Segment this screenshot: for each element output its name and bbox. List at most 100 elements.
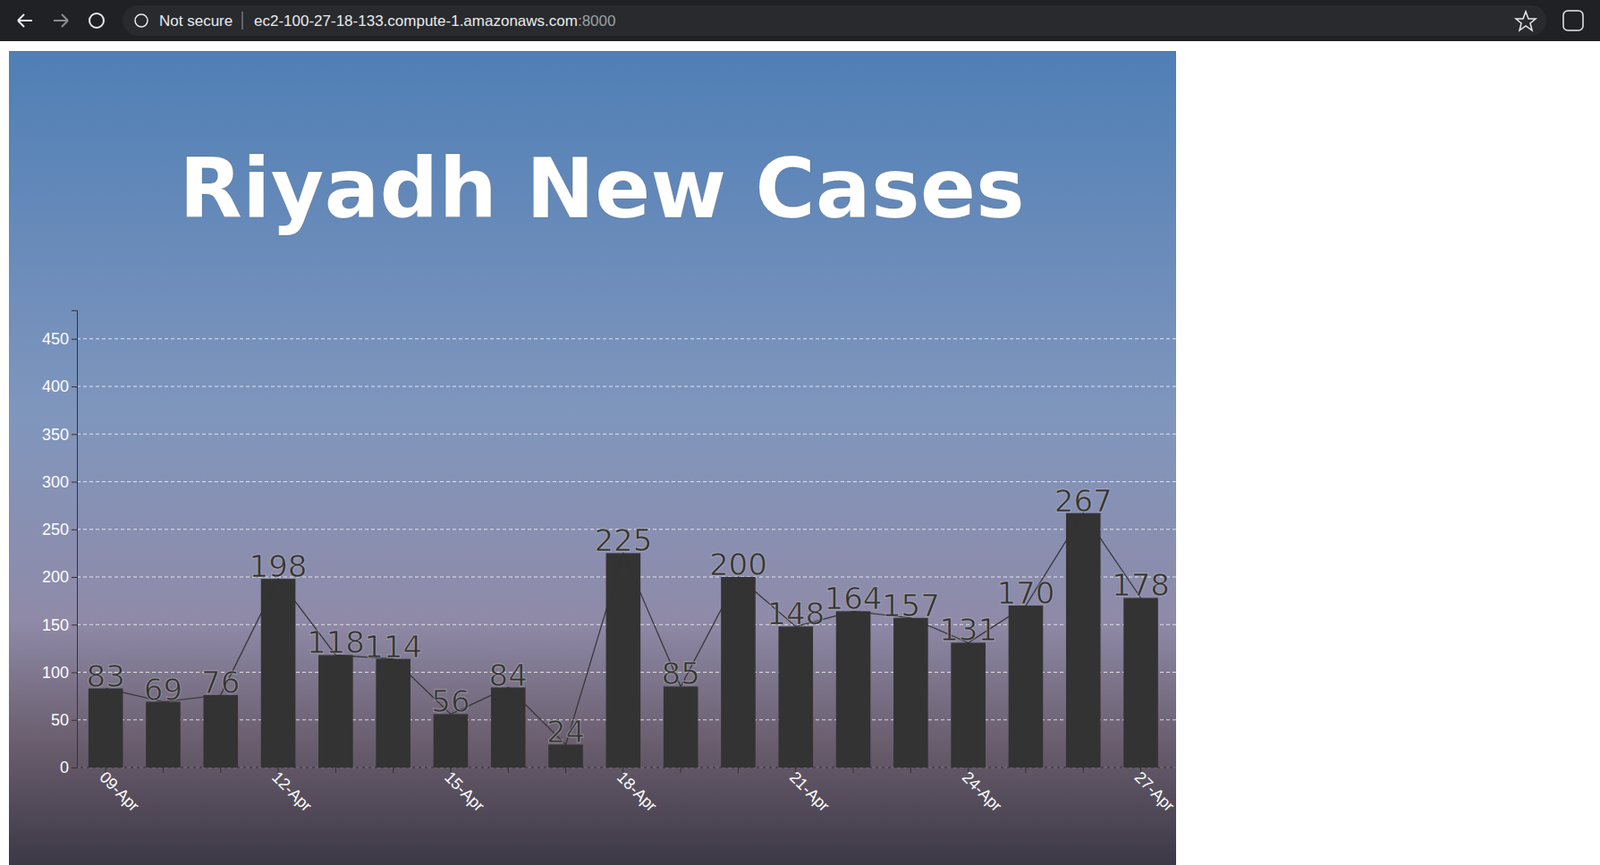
data-labels: 8369761981181145684242258520014816415713… <box>86 482 1170 751</box>
y-tick-mark <box>71 624 77 626</box>
y-tick-label: 400 <box>42 377 69 396</box>
x-axis: 09-Apr 12-Apr 15-Apr 18-Apr 21-Apr 24-Apr 27-A… <box>76 767 1178 815</box>
y-tick: 150 <box>42 616 77 635</box>
data-label: 170 <box>996 575 1055 611</box>
chart-title: Riyadh New Cases <box>178 141 1025 238</box>
x-tick: 21-Apr <box>786 767 833 815</box>
y-tick-mark <box>71 529 77 531</box>
x-tick-label: 24-Apr <box>958 768 1006 815</box>
x-tick <box>162 767 164 773</box>
data-label: 157 <box>881 587 940 624</box>
security-label[interactable]: Not secure <box>159 12 233 30</box>
y-tick: 200 <box>42 567 77 586</box>
x-tick: 09-Apr <box>95 767 143 815</box>
reload-button[interactable] <box>89 13 104 28</box>
bar <box>950 642 986 768</box>
grid-line <box>76 386 1177 388</box>
grid-line <box>76 338 1177 339</box>
x-tick-label: 09-Apr <box>95 768 143 815</box>
data-label: 118 <box>306 624 365 661</box>
bar <box>203 694 238 768</box>
bar <box>261 578 297 768</box>
x-tick <box>565 767 567 773</box>
y-tick-label: 50 <box>50 711 69 729</box>
x-tick: 27-Apr <box>1131 767 1178 815</box>
y-tick-mark <box>71 386 77 388</box>
x-tick-mark <box>335 767 337 773</box>
data-label: 84 <box>489 657 528 694</box>
bar <box>1066 513 1101 768</box>
x-tick-label: 18-Apr <box>613 768 661 815</box>
bar <box>720 576 756 768</box>
y-tick-label: 200 <box>42 567 69 586</box>
data-label: 225 <box>593 522 652 559</box>
y-tick: 50 <box>50 711 77 729</box>
x-tick-mark <box>737 767 739 773</box>
bar <box>606 552 642 768</box>
y-tick-label: 100 <box>42 663 69 682</box>
info-icon[interactable] <box>135 14 148 27</box>
y-tick-label: 350 <box>42 425 69 444</box>
url[interactable]: ec2-100-27-18-133.compute-1.amazonaws.co… <box>253 12 616 30</box>
grid <box>76 338 1177 768</box>
bar <box>836 610 872 768</box>
y-tick-mark <box>71 576 77 578</box>
y-tick-label: 0 <box>59 758 69 777</box>
bar <box>145 702 181 768</box>
data-label: 178 <box>1111 567 1170 603</box>
y-tick: 0 <box>59 758 77 777</box>
page: Not secure ec2-100-27-18-133.compute-1.am… <box>0 0 1600 865</box>
x-tick: 24-Apr <box>958 767 1006 815</box>
bar <box>375 659 411 768</box>
y-tick: 100 <box>42 663 77 682</box>
y-tick-mark <box>71 672 77 674</box>
bar <box>893 617 929 768</box>
data-label: 69 <box>143 671 183 708</box>
chart-background <box>8 50 1177 865</box>
x-tick-label: 12-Apr <box>268 768 315 815</box>
extension-icon[interactable] <box>1563 10 1584 31</box>
y-tick: 450 <box>42 330 77 348</box>
data-label: 198 <box>249 548 308 585</box>
data-label: 83 <box>86 658 126 695</box>
x-tick <box>680 767 682 773</box>
x-tick <box>392 767 394 773</box>
data-label: 164 <box>824 580 883 617</box>
bookmark-star[interactable] <box>1515 11 1536 31</box>
url-host[interactable]: ec2-100-27-18-133.compute-1.amazonaws.co… <box>253 12 578 30</box>
x-tick-mark <box>853 767 855 773</box>
x-tick <box>220 767 221 773</box>
x-tick-mark <box>220 767 221 773</box>
bar <box>1123 597 1159 768</box>
y-tick: 250 <box>42 520 77 539</box>
y-tick-mark <box>71 338 77 340</box>
y-tick-label: 450 <box>42 330 69 348</box>
bar <box>88 688 124 768</box>
x-tick: 12-Apr <box>268 767 315 815</box>
x-tick <box>910 767 912 773</box>
grid-line <box>76 481 1177 483</box>
data-label: 200 <box>709 546 768 583</box>
y-tick-mark <box>71 482 77 483</box>
address-bar[interactable] <box>122 5 1547 36</box>
x-tick: 15-Apr <box>440 767 488 815</box>
x-tick-mark <box>910 767 912 773</box>
y-tick: 300 <box>42 473 77 492</box>
x-tick-mark <box>1083 767 1084 773</box>
data-label: 24 <box>546 713 585 750</box>
grid-line <box>76 433 1177 435</box>
url-port[interactable]: :8000 <box>577 12 617 30</box>
bar <box>1008 605 1044 768</box>
x-tick <box>853 767 855 773</box>
y-tick: 400 <box>42 377 77 396</box>
forward-button[interactable] <box>53 14 68 27</box>
data-label: 85 <box>661 655 701 692</box>
data-label: 131 <box>939 611 998 648</box>
y-tick-mark <box>71 433 77 435</box>
back-button[interactable] <box>17 14 33 27</box>
bar <box>433 713 469 768</box>
x-tick-mark <box>565 767 567 773</box>
y-tick: 350 <box>42 425 77 444</box>
x-tick-label: 21-Apr <box>786 768 833 815</box>
data-label: 76 <box>201 664 240 701</box>
